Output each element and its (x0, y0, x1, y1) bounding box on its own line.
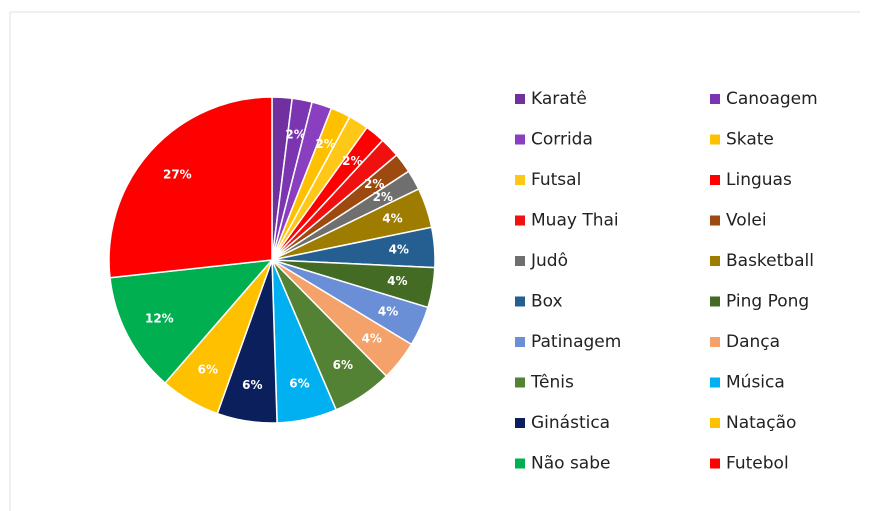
legend-label: Skate (726, 130, 774, 150)
legend-label: Corrida (531, 130, 593, 150)
slice-label: 2% (342, 154, 362, 168)
legend-swatch (515, 134, 525, 145)
legend-swatch (710, 458, 720, 469)
legend-swatch (710, 175, 720, 185)
legend-swatch (515, 418, 525, 428)
legend-swatch (515, 377, 525, 388)
slice-label: 6% (333, 358, 353, 372)
slice-label: 6% (242, 378, 262, 392)
legend-swatch (710, 377, 720, 388)
legend-swatch (515, 458, 525, 469)
legend-label: Ginástica (531, 413, 610, 433)
legend-swatch (515, 337, 525, 347)
legend-swatch (710, 256, 720, 266)
legend-swatch (710, 418, 720, 428)
legend-label: Patinagem (531, 332, 621, 352)
legend-label: Futsal (531, 170, 581, 190)
legend-label: Muay Thai (531, 211, 619, 231)
slice-label: 2% (315, 137, 335, 151)
legend-swatch (710, 337, 720, 347)
slice-label: 4% (382, 212, 402, 226)
slice-label: 4% (362, 331, 382, 345)
slice-label: 4% (387, 274, 407, 288)
legend-label: Canoagem (726, 89, 818, 109)
slice-label: 2% (373, 190, 393, 204)
legend-label: Natação (726, 413, 796, 433)
legend-swatch (710, 134, 720, 145)
legend-swatch (515, 94, 525, 104)
slice-label: 12% (145, 311, 174, 325)
slice-label: 27% (163, 168, 192, 182)
legend-swatch (710, 215, 720, 226)
legend-label: Ping Pong (726, 292, 809, 312)
legend-label: Tênis (530, 373, 574, 393)
legend-label: Não sabe (531, 454, 610, 474)
slice-label: 4% (389, 243, 409, 257)
legend-label: Judô (530, 251, 568, 271)
legend-label: Volei (726, 211, 767, 231)
slice-label: 4% (378, 304, 398, 318)
legend-label: Karatê (531, 89, 587, 109)
legend-swatch (515, 215, 525, 226)
legend-label: Basketball (726, 251, 814, 271)
legend-label: Linguas (726, 170, 792, 190)
legend-swatch (710, 296, 720, 307)
pie-slice (108, 96, 273, 279)
slice-label: 6% (289, 377, 309, 391)
slice-label: 2% (364, 177, 384, 191)
slice-label: 6% (198, 362, 218, 376)
slice-label: 2% (285, 128, 305, 142)
legend-label: Dança (726, 332, 780, 352)
legend-swatch (515, 296, 525, 307)
legend-swatch (515, 175, 525, 185)
legend-label: Futebol (726, 454, 789, 474)
pie-slice (109, 259, 274, 385)
legend-label: Música (726, 373, 785, 393)
legend-swatch (515, 256, 525, 266)
legend-label: Box (531, 292, 563, 312)
legend-swatch (710, 94, 720, 104)
